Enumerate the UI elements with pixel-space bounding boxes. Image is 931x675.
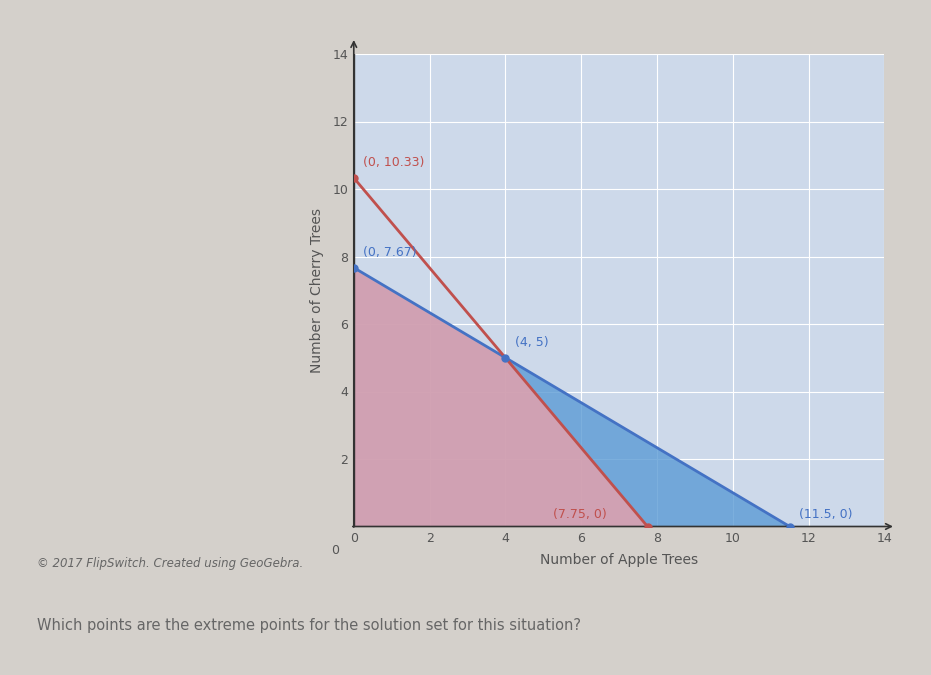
Text: Which points are the extreme points for the solution set for this situation?: Which points are the extreme points for … [37, 618, 581, 632]
X-axis label: Number of Apple Trees: Number of Apple Trees [540, 554, 698, 568]
Text: (0, 10.33): (0, 10.33) [363, 156, 425, 169]
Text: (7.75, 0): (7.75, 0) [553, 508, 606, 521]
Text: (11.5, 0): (11.5, 0) [799, 508, 853, 521]
Text: 0: 0 [331, 543, 339, 557]
Text: (0, 7.67): (0, 7.67) [363, 246, 417, 259]
Text: © 2017 FlipSwitch. Created using GeoGebra.: © 2017 FlipSwitch. Created using GeoGebr… [37, 557, 304, 570]
Polygon shape [354, 178, 648, 526]
Text: (4, 5): (4, 5) [515, 336, 548, 349]
Y-axis label: Number of Cherry Trees: Number of Cherry Trees [310, 208, 324, 373]
Polygon shape [354, 267, 789, 526]
